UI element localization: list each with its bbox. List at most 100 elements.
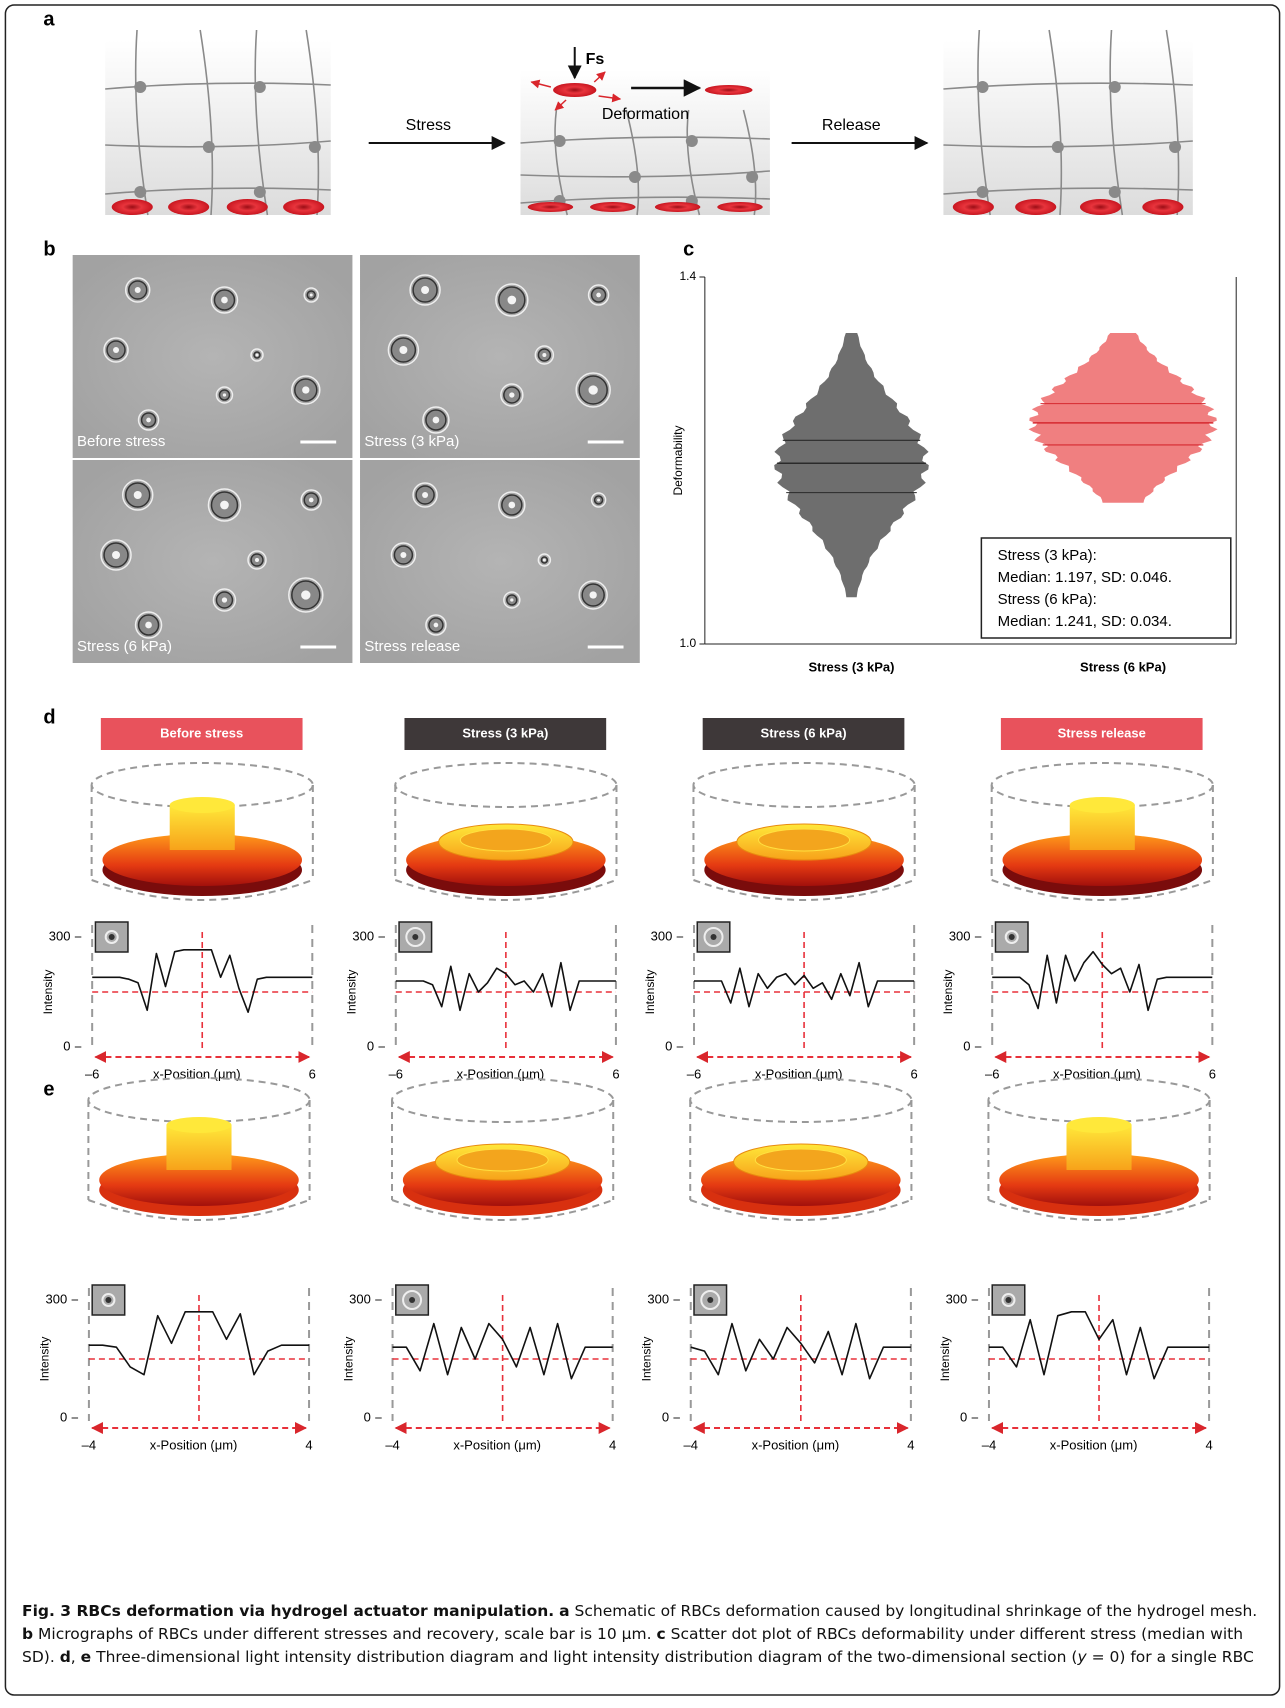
panel-label: a: [43, 8, 55, 30]
x-tick-label: –6: [389, 1066, 403, 1081]
cell-center: [135, 287, 141, 293]
crosslink: [746, 171, 758, 183]
cell-center: [399, 346, 407, 354]
inset-cell: [105, 1297, 111, 1303]
x-tick-label: 6: [309, 1066, 316, 1081]
crosslink: [1169, 141, 1181, 153]
cell-center: [301, 590, 310, 599]
condition-header-text: Stress release: [1058, 725, 1146, 740]
y-tick-label: 0: [960, 1409, 967, 1424]
x-tick-label: Stress (3 kPa): [809, 659, 895, 674]
cell-center: [507, 296, 516, 305]
y-tick-label: 0: [60, 1409, 67, 1424]
micrograph-caption: Stress (3 kPa): [364, 433, 459, 450]
x-tick-label: –6: [985, 1066, 999, 1081]
y-tick-label: 0: [665, 1038, 672, 1053]
x-tick-label: Stress (6 kPa): [1080, 659, 1166, 674]
panel-label: b: [43, 238, 55, 260]
cylinder-outline: [690, 1078, 911, 1122]
inset-cell: [711, 934, 717, 940]
inset-cell: [409, 1297, 415, 1303]
y-tick-label: 0: [963, 1038, 970, 1053]
red-blood-cell: [227, 199, 268, 215]
annotation-text: Stress (3 kPa):: [998, 547, 1097, 564]
cell-center: [302, 386, 309, 393]
violin: [774, 333, 929, 597]
caption-run: Three-dimensional light intensity distri…: [91, 1648, 1077, 1666]
cell-center: [221, 297, 228, 304]
cell-center: [256, 354, 259, 357]
cell-center: [421, 286, 429, 294]
y-tick-label: 1.0: [679, 636, 696, 650]
y-axis-label: Intensity: [941, 970, 955, 1015]
cell-center: [509, 392, 514, 397]
intensity-peak-top: [166, 1117, 231, 1133]
red-blood-cell: [705, 85, 753, 95]
intensity-ring-inner: [759, 829, 850, 851]
x-tick-label: 6: [1209, 1066, 1216, 1081]
crosslink: [629, 171, 641, 183]
caption-run: d: [60, 1648, 71, 1666]
annotation-text: Median: 1.197, SD: 0.046.: [998, 569, 1172, 586]
condition-header-text: Before stress: [160, 725, 243, 740]
x-axis-label: x-Position (μm): [453, 1437, 541, 1452]
inset-cell: [1005, 1297, 1011, 1303]
crosslink: [309, 141, 321, 153]
y-tick-label: 1.4: [679, 269, 696, 283]
y-axis-label: Deformability: [671, 425, 685, 495]
panel-label: d: [43, 706, 55, 728]
x-tick-label: 4: [305, 1437, 312, 1452]
condition-header-text: Stress (6 kPa): [761, 725, 847, 740]
panel-label: c: [683, 238, 694, 260]
inset-cell: [109, 934, 115, 940]
red-blood-cell: [1142, 199, 1183, 215]
page: {"panel_a": {"label": "a", "stress": "St…: [0, 0, 1285, 1708]
red-blood-cell: [1015, 199, 1056, 215]
cell-center: [134, 491, 142, 499]
cell-center: [145, 622, 152, 629]
caption-run: e: [81, 1648, 92, 1666]
caption-run: Fig. 3 RBCs deformation via hydrogel act…: [22, 1602, 554, 1620]
y-tick-label: 300: [49, 928, 71, 943]
figure-caption: Fig. 3 RBCs deformation via hydrogel act…: [22, 1600, 1267, 1669]
red-blood-cell: [590, 202, 636, 212]
cell-center: [309, 498, 314, 503]
caption-run: Micrographs of RBCs under different stre…: [33, 1625, 656, 1643]
crosslink: [977, 186, 989, 198]
y-tick-label: 300: [647, 1291, 669, 1306]
condition-header-text: Stress (3 kPa): [462, 725, 548, 740]
crosslink: [254, 186, 266, 198]
red-blood-cell: [112, 199, 153, 215]
y-axis-label: Intensity: [341, 1337, 355, 1382]
y-tick-label: 300: [349, 1291, 371, 1306]
intensity-peak-top: [170, 797, 235, 813]
x-axis-label: x-Position (μm): [1050, 1437, 1138, 1452]
y-tick-label: 0: [63, 1038, 70, 1053]
stress-label: Stress: [406, 117, 451, 134]
cell-center: [543, 559, 546, 562]
intensity-ring-inner: [460, 829, 551, 851]
crosslink: [1109, 186, 1121, 198]
panel-label: e: [43, 1078, 54, 1100]
inset-cell: [412, 934, 418, 940]
x-tick-label: –4: [982, 1437, 996, 1452]
cell-center: [589, 591, 596, 598]
inset-cell: [707, 1297, 713, 1303]
y-tick-label: 0: [662, 1409, 669, 1424]
crosslink: [1052, 141, 1064, 153]
cell-center: [422, 492, 428, 498]
crosslink: [554, 135, 566, 147]
intensity-peak-top: [1066, 1117, 1131, 1133]
y-tick-label: 0: [364, 1409, 371, 1424]
intensity-ring-inner: [755, 1149, 846, 1171]
crosslink: [1109, 81, 1121, 93]
crosslink: [134, 81, 146, 93]
cell-center: [310, 294, 313, 297]
x-axis-label: x-Position (μm): [752, 1437, 840, 1452]
cell-center: [112, 551, 120, 559]
cell-center: [542, 353, 546, 357]
y-axis-label: Intensity: [38, 1337, 52, 1382]
inset-cell: [1009, 934, 1015, 940]
red-blood-cell: [168, 199, 209, 215]
cell-center: [113, 347, 119, 353]
